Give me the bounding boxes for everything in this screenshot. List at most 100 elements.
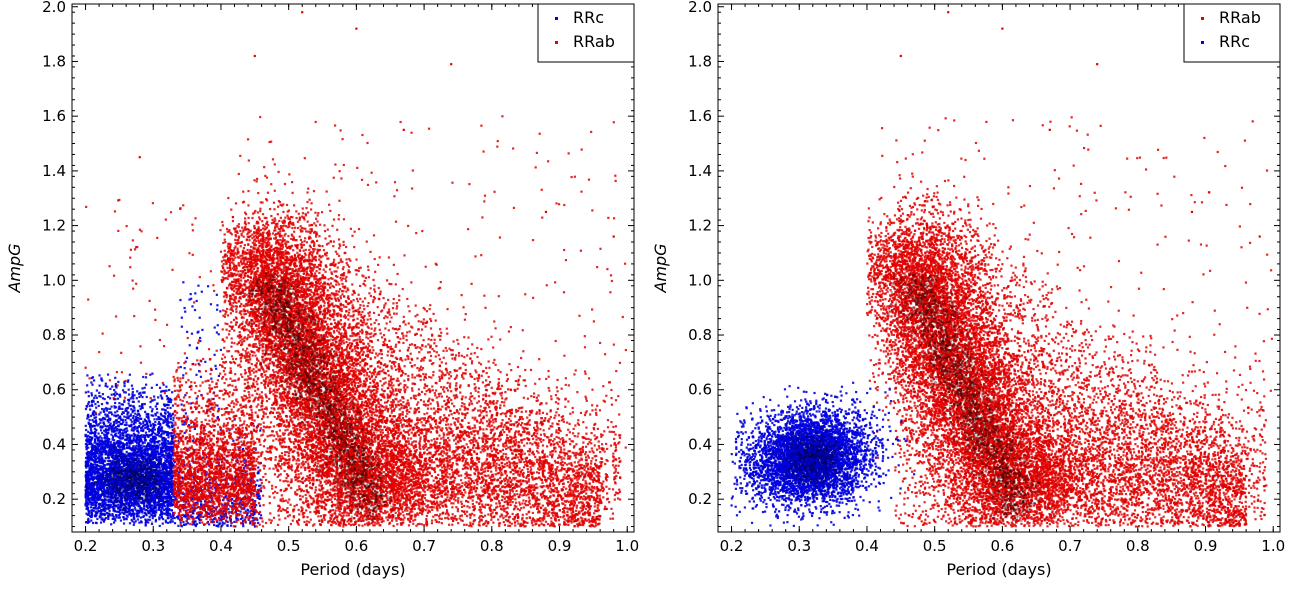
data-point xyxy=(116,487,119,490)
data-point xyxy=(171,517,174,520)
data-point xyxy=(99,421,102,424)
data-point xyxy=(147,521,150,524)
data-point xyxy=(87,474,90,477)
data-point xyxy=(151,437,154,441)
data-point xyxy=(164,521,168,524)
data-point xyxy=(115,421,118,425)
data-point xyxy=(100,437,103,440)
data-point xyxy=(100,425,103,428)
data-point xyxy=(113,414,116,417)
data-point xyxy=(154,437,158,440)
data-point xyxy=(112,456,115,459)
data-point xyxy=(87,390,90,393)
data-point xyxy=(151,485,154,489)
data-point xyxy=(166,396,170,400)
data-point xyxy=(125,482,128,485)
data-point xyxy=(149,500,153,503)
data-point xyxy=(156,451,159,454)
data-point xyxy=(154,470,157,474)
data-point xyxy=(143,451,146,454)
data-point xyxy=(170,480,173,483)
data-point xyxy=(171,482,174,485)
data-point xyxy=(242,525,245,528)
data-point xyxy=(165,449,168,452)
data-point xyxy=(144,426,147,429)
data-point xyxy=(85,473,88,477)
data-point xyxy=(143,475,146,479)
data-point xyxy=(213,353,216,356)
data-point xyxy=(164,420,167,423)
data-point xyxy=(132,497,136,500)
data-point xyxy=(161,414,164,418)
data-point xyxy=(115,485,118,489)
data-point xyxy=(130,512,134,516)
data-point xyxy=(133,471,136,474)
data-point xyxy=(94,521,98,524)
data-point xyxy=(113,428,116,432)
data-point xyxy=(123,482,126,486)
data-point xyxy=(259,514,263,517)
data-point xyxy=(131,439,134,442)
data-point xyxy=(153,464,156,467)
data-point xyxy=(119,481,122,485)
data-point xyxy=(110,494,113,497)
data-point xyxy=(144,376,148,379)
data-point xyxy=(172,463,175,466)
data-point xyxy=(159,459,163,462)
data-point xyxy=(169,514,172,517)
data-point xyxy=(157,475,160,479)
data-point xyxy=(163,444,167,447)
data-point xyxy=(123,496,126,500)
data-point xyxy=(142,465,146,468)
data-point xyxy=(135,444,138,447)
data-point xyxy=(104,444,107,447)
data-point xyxy=(171,413,174,416)
data-point xyxy=(85,428,88,432)
data-point xyxy=(128,496,131,499)
data-point xyxy=(85,499,88,502)
data-point xyxy=(164,505,167,508)
data-point xyxy=(171,451,175,454)
data-point xyxy=(89,414,93,418)
data-point xyxy=(103,397,106,401)
data-point xyxy=(123,495,126,498)
data-point xyxy=(216,404,219,407)
data-point xyxy=(135,416,139,419)
data-point xyxy=(109,422,112,425)
data-point xyxy=(167,421,170,424)
data-point xyxy=(115,514,118,517)
data-point xyxy=(103,429,106,432)
data-point xyxy=(167,434,170,437)
data-point xyxy=(157,415,160,419)
data-point xyxy=(112,515,115,518)
data-point xyxy=(105,486,109,490)
data-point xyxy=(118,465,121,468)
data-point xyxy=(100,518,103,521)
data-point xyxy=(104,413,107,416)
data-point xyxy=(99,446,102,449)
data-point xyxy=(152,478,155,481)
data-point xyxy=(90,501,93,505)
data-point xyxy=(108,509,111,512)
data-point xyxy=(196,331,199,334)
data-point xyxy=(101,501,104,505)
data-point xyxy=(167,502,170,505)
data-point xyxy=(151,487,154,491)
data-point xyxy=(90,394,94,397)
data-point xyxy=(129,404,132,407)
data-point xyxy=(182,374,185,377)
data-point xyxy=(216,324,219,327)
data-point xyxy=(130,491,133,494)
data-point xyxy=(85,466,88,469)
data-point xyxy=(219,348,222,352)
data-point xyxy=(134,500,138,503)
data-point xyxy=(85,512,88,515)
data-point xyxy=(133,425,137,428)
data-point xyxy=(121,447,124,451)
data-point xyxy=(169,520,172,523)
data-point xyxy=(116,480,119,483)
data-point xyxy=(88,473,91,477)
data-point xyxy=(170,441,173,444)
data-point xyxy=(157,422,160,426)
data-point xyxy=(170,439,173,443)
